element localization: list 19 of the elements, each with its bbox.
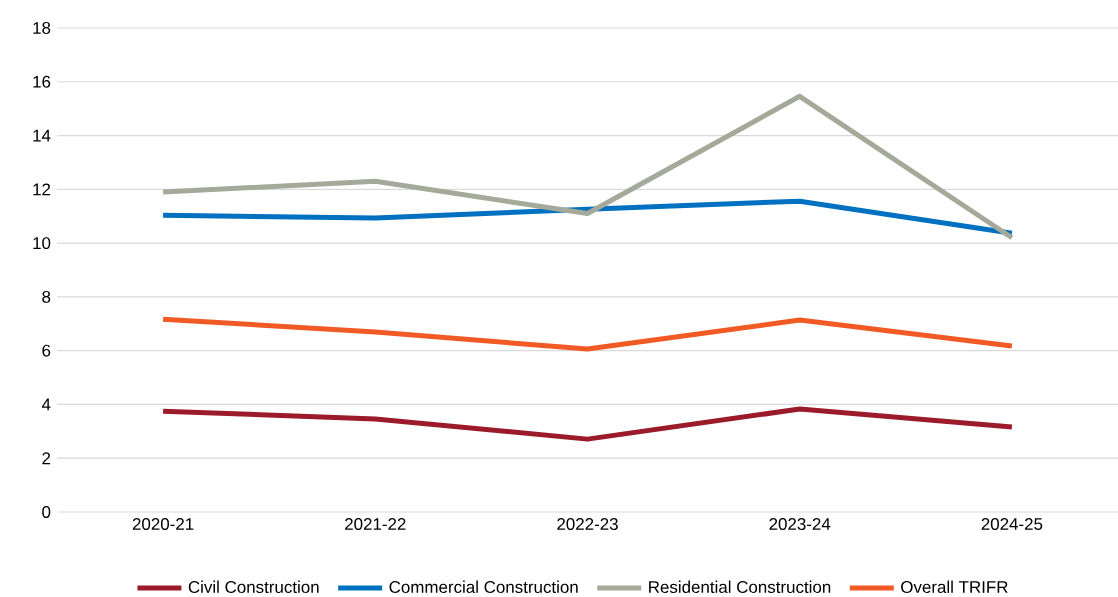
legend-label: Overall TRIFR bbox=[901, 580, 1008, 594]
legend-label: Residential Construction bbox=[649, 580, 831, 594]
legend-label: Civil Construction bbox=[188, 580, 319, 594]
x-tick-label: 2024-25 bbox=[981, 518, 1043, 531]
y-tick-label: 2 bbox=[42, 452, 51, 465]
x-tick-label: 2022-23 bbox=[557, 518, 618, 531]
y-tick-label: 8 bbox=[42, 290, 51, 303]
y-tick-label: 18 bbox=[33, 22, 51, 34]
y-tick-label: 0 bbox=[42, 506, 51, 518]
legend-label: Commercial Construction bbox=[389, 580, 578, 594]
x-tick-label: 2020-21 bbox=[132, 518, 194, 531]
y-tick-label: 6 bbox=[42, 344, 51, 357]
x-tick-label: 2023-24 bbox=[769, 518, 831, 531]
y-tick-label: 14 bbox=[33, 129, 51, 142]
y-tick-label: 4 bbox=[41, 398, 51, 411]
x-tick-label: 2021-22 bbox=[345, 518, 406, 531]
y-tick-label: 16 bbox=[33, 75, 51, 88]
y-tick-label: 10 bbox=[33, 237, 51, 250]
y-tick-label: 12 bbox=[33, 183, 51, 196]
